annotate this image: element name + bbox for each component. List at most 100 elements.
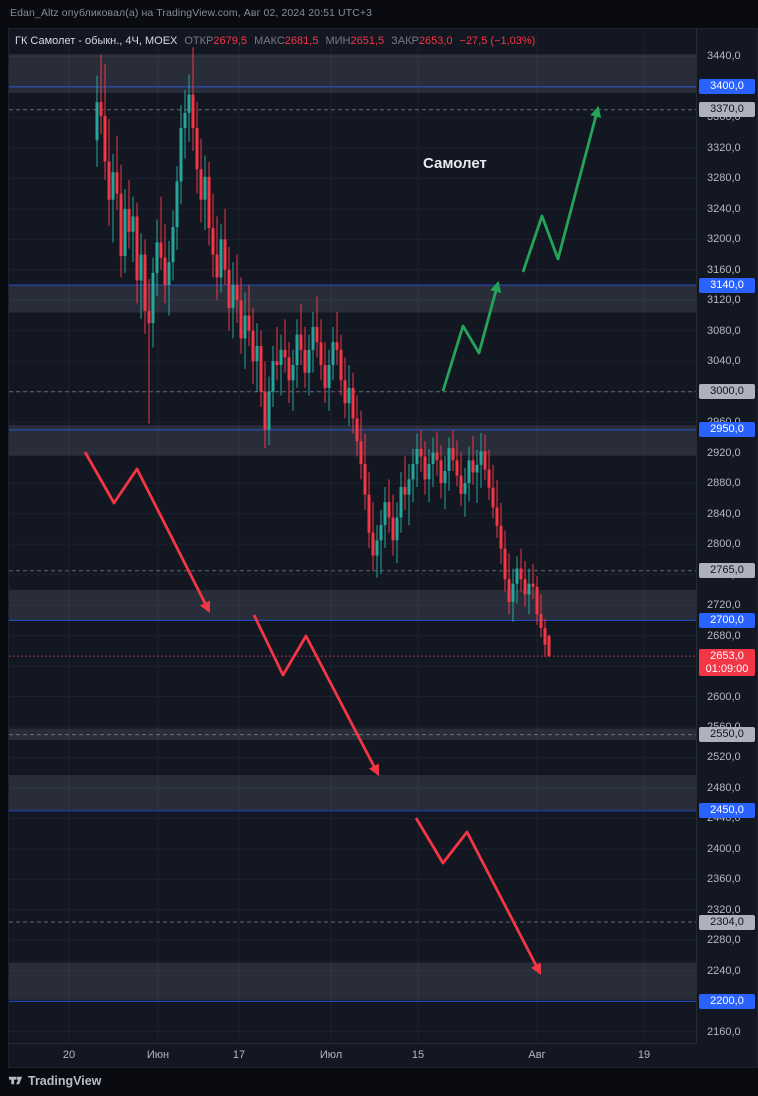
candle-body — [355, 418, 359, 442]
candle — [499, 502, 503, 564]
price-axis[interactable]: 2160,0 2200,0 2240,0 2280,0 2320,0 2360,0 2400… — [696, 29, 757, 1044]
price-level-badge-blue: 2200,0 — [699, 993, 755, 1009]
supply-demand-zone[interactable] — [9, 285, 696, 313]
candle-body — [223, 239, 227, 270]
price-tick-label: 2480,0 — [707, 781, 741, 794]
candle — [315, 296, 319, 358]
chart-plot-area[interactable] — [9, 29, 696, 1044]
high-label: МАКС — [254, 35, 285, 47]
candle-body — [347, 387, 351, 404]
price-level-badge-blue: 2450,0 — [699, 803, 755, 819]
candle-body — [131, 216, 135, 232]
candle-body — [483, 451, 487, 470]
green-trend-arrow[interactable] — [521, 105, 602, 273]
candle-body — [503, 548, 507, 580]
candle — [215, 216, 219, 301]
candle — [243, 292, 247, 369]
candle — [331, 326, 335, 381]
candle — [439, 445, 443, 499]
candle — [351, 372, 355, 434]
last-price-value: 2653,0 — [710, 650, 744, 663]
candle-body — [363, 464, 367, 495]
close-value: 2653,0 — [418, 35, 453, 47]
supply-demand-zone[interactable] — [9, 962, 696, 1000]
candle — [523, 560, 527, 607]
candle — [251, 307, 255, 385]
candle-body — [251, 330, 255, 362]
candle — [159, 196, 163, 270]
candle-body — [543, 627, 547, 645]
candle — [411, 448, 415, 503]
candle — [479, 432, 483, 488]
candle — [311, 311, 315, 373]
candle — [291, 349, 295, 411]
candle — [395, 502, 399, 564]
candle — [247, 285, 251, 346]
candle — [343, 357, 347, 419]
time-axis[interactable]: 20 Июн 17 Июл 15 Авг 19 — [9, 1043, 757, 1067]
low-label: МИН — [325, 35, 351, 47]
candle — [487, 449, 491, 500]
candle — [455, 440, 459, 487]
candle — [391, 494, 395, 556]
price-level-badge-blue: 2950,0 — [699, 422, 755, 438]
candle — [147, 278, 151, 424]
candle — [375, 525, 379, 578]
red-trend-arrow[interactable] — [252, 614, 380, 776]
time-axis-label: 20 — [62, 1049, 76, 1061]
candle — [119, 164, 123, 278]
red-trend-arrow[interactable] — [414, 817, 542, 975]
supply-demand-zone[interactable] — [9, 589, 696, 621]
candle-body — [459, 475, 463, 494]
candle-body — [143, 254, 147, 311]
trend-arrows[interactable] — [83, 105, 602, 975]
candle — [367, 471, 371, 548]
candle-body — [279, 349, 283, 366]
candle — [519, 548, 523, 592]
candle-body — [343, 380, 347, 404]
candle — [435, 431, 439, 476]
candle-body — [155, 242, 159, 273]
supply-demand-zone[interactable] — [9, 775, 696, 811]
tradingview-footer[interactable]: TradingView — [8, 1073, 101, 1088]
candle-body — [303, 349, 307, 373]
candle — [151, 257, 155, 348]
candle — [335, 311, 339, 366]
low-value: 2651,5 — [350, 35, 385, 47]
candle-body — [315, 326, 319, 343]
candle-body — [139, 254, 143, 281]
candle-body — [299, 334, 303, 350]
candle-body — [379, 525, 383, 541]
red-trend-arrow[interactable] — [83, 451, 211, 613]
close-label: ЗАКР — [391, 35, 419, 47]
candle-body — [531, 583, 535, 587]
candle-body — [507, 579, 511, 603]
candle — [127, 179, 131, 249]
candle-body — [319, 342, 323, 366]
candle — [371, 502, 375, 571]
candle — [399, 471, 403, 533]
candle — [139, 233, 143, 319]
candle — [471, 435, 475, 485]
candle-body — [307, 349, 311, 373]
price-tick-label: 2600,0 — [707, 690, 741, 703]
candle — [123, 189, 127, 273]
candle — [143, 239, 147, 334]
candle-body — [359, 441, 363, 465]
time-axis-label: Июл — [319, 1049, 343, 1061]
candle-body — [267, 391, 271, 430]
symbol-title[interactable]: ГК Самолет - обыкн., 4Ч, MOEX — [15, 35, 178, 47]
price-tick-label: 2720,0 — [707, 599, 741, 612]
candle-body — [423, 456, 427, 480]
candle-body — [523, 579, 527, 595]
candle — [163, 224, 167, 304]
candle-body — [99, 102, 103, 116]
price-tick-label: 2280,0 — [707, 934, 741, 947]
bar-countdown: 01:09:00 — [705, 663, 749, 676]
candle — [235, 254, 239, 324]
chart-panel: ГК Самолет - обыкн., 4Ч, MOEX ОТКР2679,5 М… — [8, 28, 758, 1068]
green-trend-arrow[interactable] — [441, 280, 502, 392]
candle-body — [383, 502, 387, 526]
candle — [507, 553, 511, 615]
candle-body — [119, 193, 123, 257]
